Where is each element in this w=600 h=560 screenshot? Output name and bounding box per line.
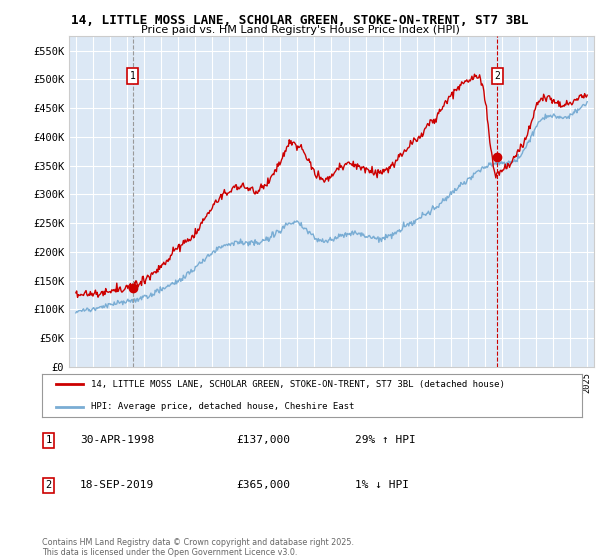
Text: 14, LITTLE MOSS LANE, SCHOLAR GREEN, STOKE-ON-TRENT, ST7 3BL (detached house): 14, LITTLE MOSS LANE, SCHOLAR GREEN, STO… (91, 380, 505, 389)
Text: £365,000: £365,000 (236, 480, 290, 491)
Text: Price paid vs. HM Land Registry's House Price Index (HPI): Price paid vs. HM Land Registry's House … (140, 25, 460, 35)
Text: 2: 2 (46, 480, 52, 491)
Text: 30-APR-1998: 30-APR-1998 (80, 435, 154, 445)
Text: 1: 1 (46, 435, 52, 445)
Text: 1: 1 (130, 71, 136, 81)
Text: Contains HM Land Registry data © Crown copyright and database right 2025.
This d: Contains HM Land Registry data © Crown c… (42, 538, 354, 557)
Text: HPI: Average price, detached house, Cheshire East: HPI: Average price, detached house, Ches… (91, 402, 354, 411)
Text: 14, LITTLE MOSS LANE, SCHOLAR GREEN, STOKE-ON-TRENT, ST7 3BL: 14, LITTLE MOSS LANE, SCHOLAR GREEN, STO… (71, 14, 529, 27)
Text: 2: 2 (494, 71, 500, 81)
Text: 29% ↑ HPI: 29% ↑ HPI (355, 435, 416, 445)
Text: 1% ↓ HPI: 1% ↓ HPI (355, 480, 409, 491)
Text: £137,000: £137,000 (236, 435, 290, 445)
Text: 18-SEP-2019: 18-SEP-2019 (80, 480, 154, 491)
